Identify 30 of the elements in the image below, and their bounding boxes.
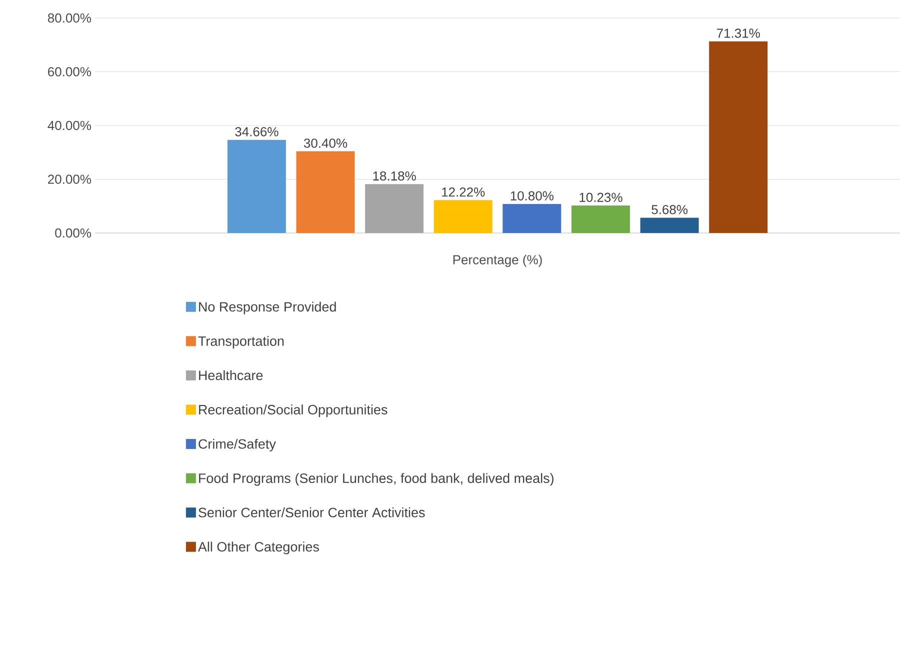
y-tick-label: 80.00% xyxy=(48,13,92,23)
legend-label: Transportation xyxy=(198,336,284,349)
y-tick-label: 60.00% xyxy=(48,67,92,76)
bar xyxy=(502,204,562,233)
data-label: 34.66% xyxy=(235,127,278,136)
data-label: 18.18% xyxy=(373,171,416,181)
bar xyxy=(571,206,630,233)
x-tick-label: Percentage (%) xyxy=(453,254,542,267)
data-label: 71.31% xyxy=(716,28,760,38)
y-tick-label: 0.00% xyxy=(55,228,92,238)
data-label: 10.23% xyxy=(580,192,622,202)
data-label: 5.68% xyxy=(652,204,688,214)
bar xyxy=(640,218,699,233)
data-label: 30.40% xyxy=(304,138,348,148)
legend-label: No Response Provided xyxy=(199,302,336,314)
legend-label: Crime/Safety xyxy=(198,438,276,452)
bar xyxy=(296,151,355,233)
bar xyxy=(365,184,424,233)
legend-label: Senior Center/Senior Center Activities xyxy=(198,507,425,518)
legend-label: Food Programs (Senior Lunches, food bank, delived meals) xyxy=(199,473,554,486)
legend-label: Healthcare xyxy=(199,370,263,380)
data-label: 12.22% xyxy=(442,187,485,197)
data-label: 10.80% xyxy=(510,191,554,200)
bar xyxy=(227,140,286,233)
bar xyxy=(434,200,492,233)
y-tick-label: 40.00% xyxy=(48,120,92,130)
legend-label: All Other Categories xyxy=(198,542,319,554)
y-tick-label: 20.00% xyxy=(48,174,92,184)
bar xyxy=(709,41,768,233)
legend-label: Recreation/Social Opportunities xyxy=(199,404,388,418)
